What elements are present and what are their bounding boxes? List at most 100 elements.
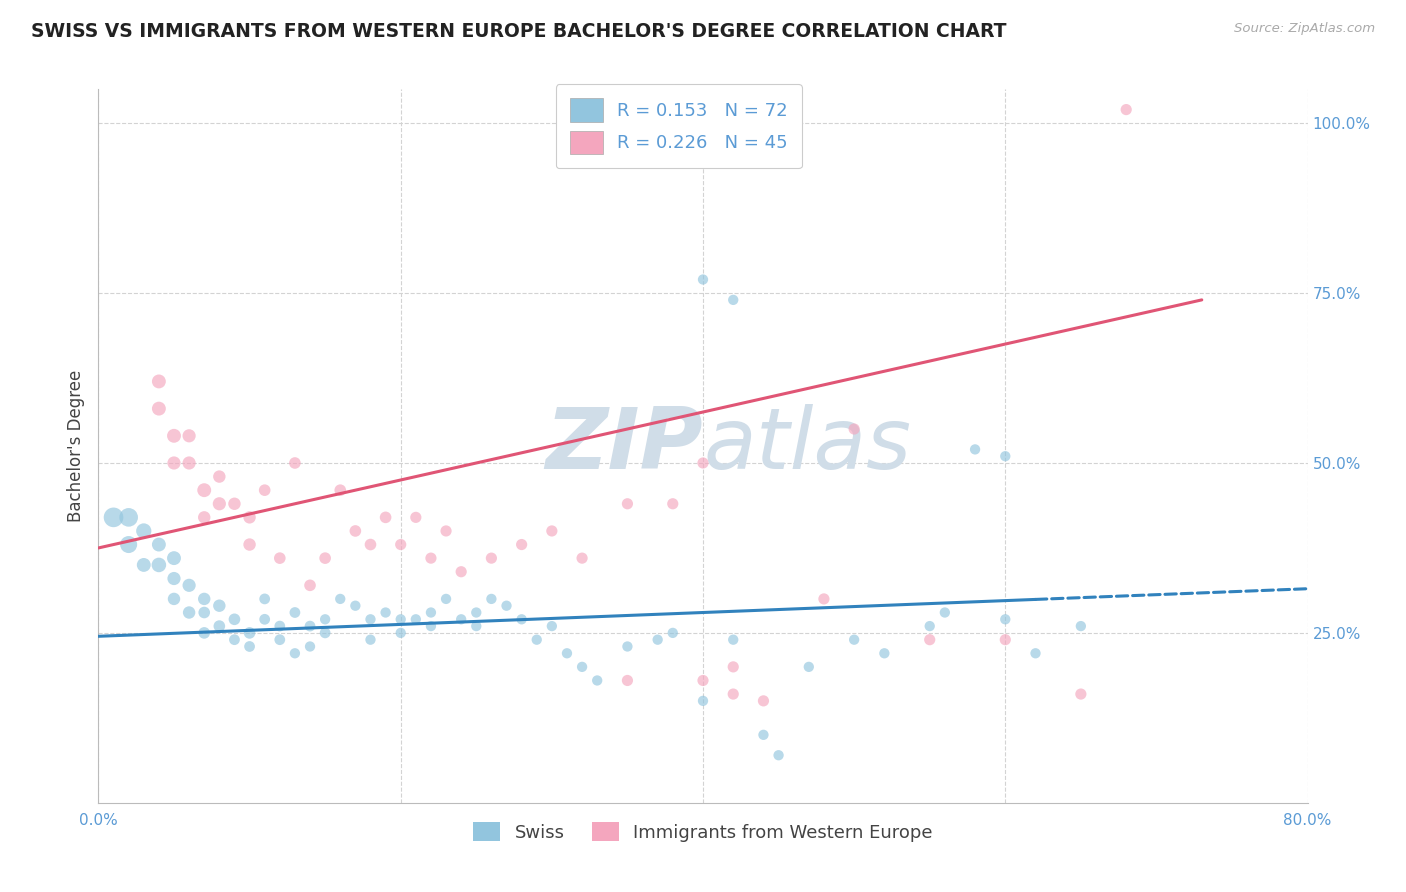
Point: [208, 469, 231, 483]
Point: [495, 599, 517, 613]
Point: [224, 632, 246, 647]
Point: [284, 646, 307, 660]
Point: [179, 578, 201, 592]
Point: [132, 524, 155, 538]
Point: [723, 687, 745, 701]
Point: [965, 442, 987, 457]
Point: [510, 612, 533, 626]
Point: [269, 619, 291, 633]
Point: [239, 537, 262, 551]
Y-axis label: Bachelor's Degree: Bachelor's Degree: [66, 370, 84, 522]
Point: [692, 694, 714, 708]
Point: [360, 612, 382, 626]
Point: [661, 626, 683, 640]
Point: [103, 510, 125, 524]
Point: [374, 606, 396, 620]
Point: [420, 551, 443, 566]
Point: [314, 551, 336, 566]
Point: [844, 632, 866, 647]
Point: [540, 619, 562, 633]
Text: atlas: atlas: [703, 404, 911, 488]
Point: [434, 524, 457, 538]
Point: [405, 612, 427, 626]
Point: [616, 640, 638, 654]
Point: [163, 456, 186, 470]
Point: [224, 612, 246, 626]
Point: [405, 510, 427, 524]
Point: [571, 551, 593, 566]
Point: [510, 537, 533, 551]
Point: [555, 646, 578, 660]
Point: [239, 626, 262, 640]
Point: [314, 626, 336, 640]
Point: [163, 429, 186, 443]
Point: [253, 483, 276, 498]
Point: [465, 619, 488, 633]
Point: [844, 422, 866, 436]
Point: [465, 606, 488, 620]
Point: [586, 673, 609, 688]
Point: [193, 626, 215, 640]
Point: [692, 456, 714, 470]
Text: ZIP: ZIP: [546, 404, 703, 488]
Point: [299, 578, 322, 592]
Point: [163, 551, 186, 566]
Point: [179, 606, 201, 620]
Point: [284, 606, 307, 620]
Point: [299, 619, 322, 633]
Point: [420, 619, 443, 633]
Text: Source: ZipAtlas.com: Source: ZipAtlas.com: [1234, 22, 1375, 36]
Point: [752, 694, 775, 708]
Point: [813, 591, 835, 606]
Point: [344, 524, 367, 538]
Point: [1024, 646, 1046, 660]
Point: [647, 632, 669, 647]
Point: [118, 537, 141, 551]
Point: [148, 537, 170, 551]
Point: [179, 429, 201, 443]
Point: [163, 591, 186, 606]
Point: [163, 572, 186, 586]
Point: [118, 510, 141, 524]
Point: [692, 272, 714, 286]
Point: [389, 537, 412, 551]
Point: [918, 619, 941, 633]
Point: [193, 591, 215, 606]
Point: [344, 599, 367, 613]
Point: [1115, 103, 1137, 117]
Point: [481, 591, 503, 606]
Point: [616, 497, 638, 511]
Point: [450, 565, 472, 579]
Point: [752, 728, 775, 742]
Point: [329, 591, 352, 606]
Point: [434, 591, 457, 606]
Point: [284, 456, 307, 470]
Text: SWISS VS IMMIGRANTS FROM WESTERN EUROPE BACHELOR'S DEGREE CORRELATION CHART: SWISS VS IMMIGRANTS FROM WESTERN EUROPE …: [31, 22, 1007, 41]
Point: [148, 558, 170, 572]
Legend: Swiss, Immigrants from Western Europe: Swiss, Immigrants from Western Europe: [464, 814, 942, 851]
Point: [208, 599, 231, 613]
Point: [239, 640, 262, 654]
Point: [239, 510, 262, 524]
Point: [253, 612, 276, 626]
Point: [1070, 687, 1092, 701]
Point: [208, 619, 231, 633]
Point: [193, 606, 215, 620]
Point: [374, 510, 396, 524]
Point: [540, 524, 562, 538]
Point: [208, 497, 231, 511]
Point: [918, 632, 941, 647]
Point: [269, 551, 291, 566]
Point: [768, 748, 790, 763]
Point: [132, 558, 155, 572]
Point: [450, 612, 472, 626]
Point: [692, 673, 714, 688]
Point: [253, 591, 276, 606]
Point: [420, 606, 443, 620]
Point: [269, 632, 291, 647]
Point: [148, 375, 170, 389]
Point: [329, 483, 352, 498]
Point: [481, 551, 503, 566]
Point: [299, 640, 322, 654]
Point: [224, 497, 246, 511]
